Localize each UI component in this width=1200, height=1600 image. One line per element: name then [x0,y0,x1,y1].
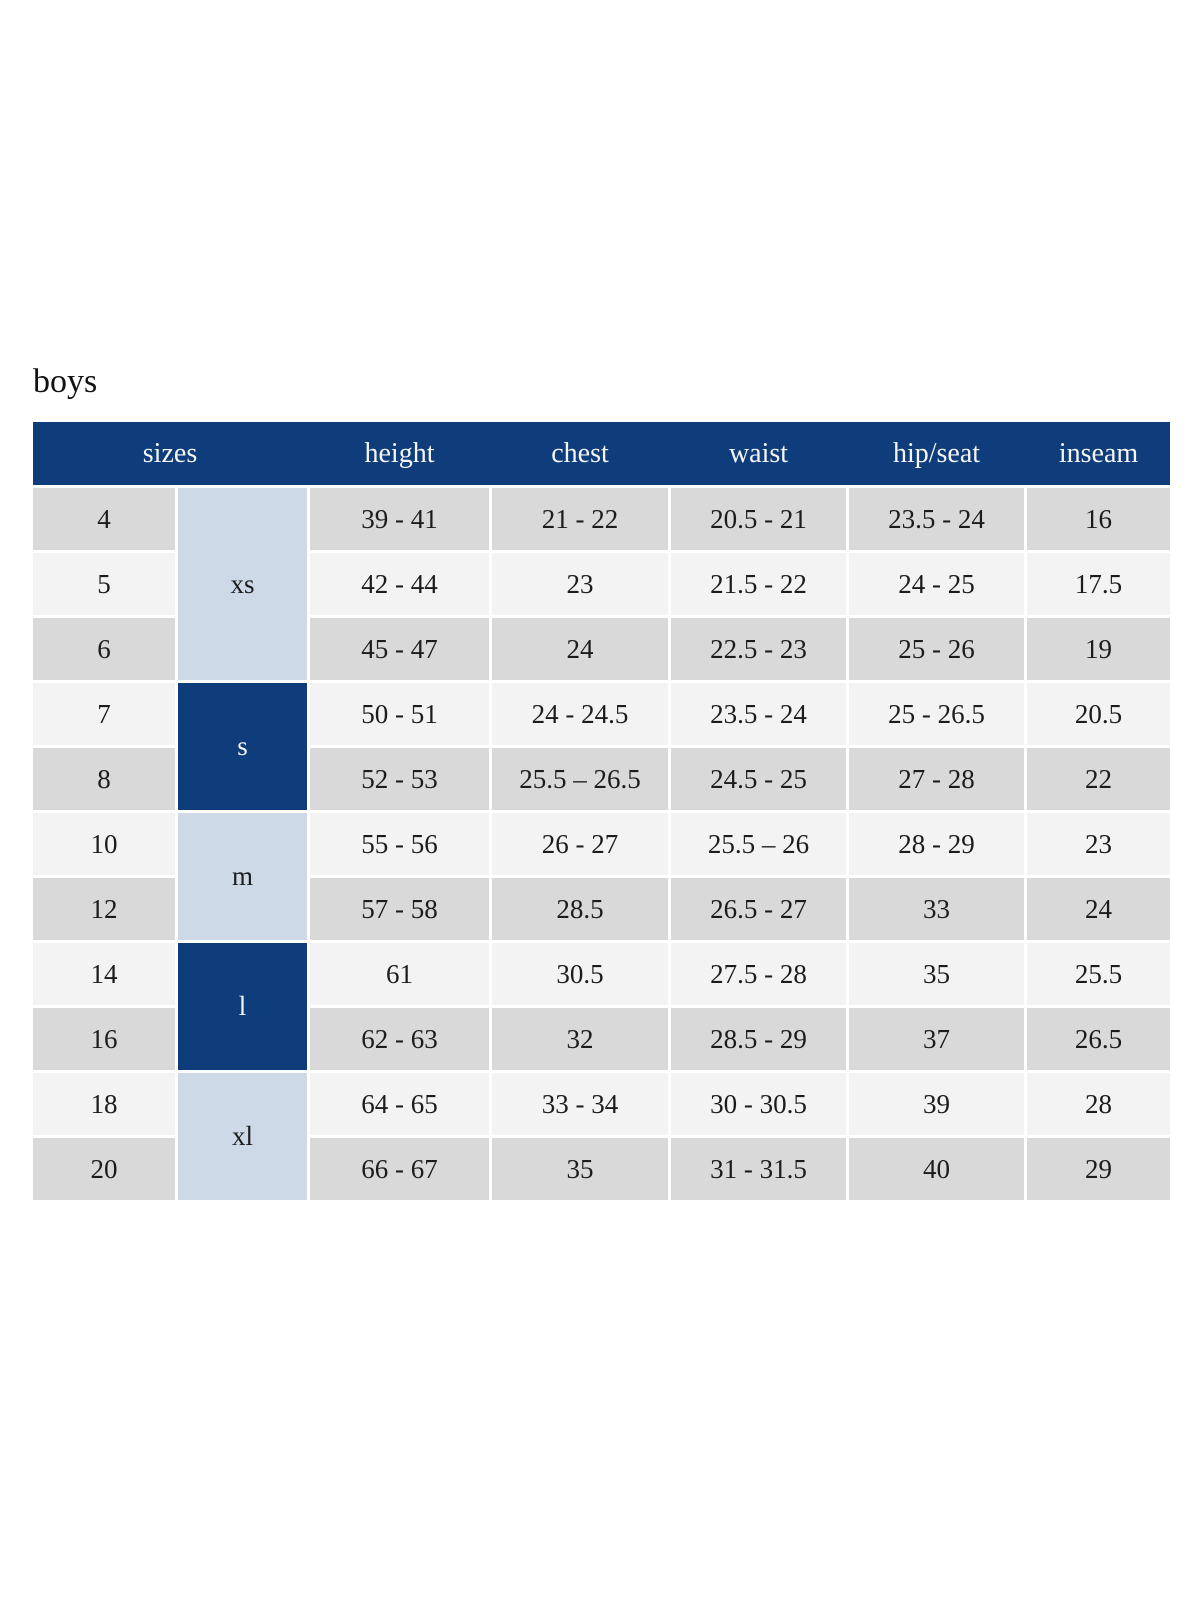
inseam-cell: 23 [1027,813,1170,875]
height-cell: 55 - 56 [310,813,489,875]
height-cell: 42 - 44 [310,553,489,615]
size-cell: 10 [33,813,175,875]
table-row-size-4: 4 39 - 41 21 - 22 20.5 - 21 23.5 - 24 16 [33,488,1170,550]
size-cell: 7 [33,683,175,745]
boys-size-chart-table: sizes height chest waist hip/seat inseam… [33,422,1170,1200]
table-row-size-20: 20 66 - 67 35 31 - 31.5 40 29 [33,1138,1170,1200]
height-cell: 57 - 58 [310,878,489,940]
height-cell: 62 - 63 [310,1008,489,1070]
chest-cell: 24 [492,618,668,680]
table-row-size-5: 5 42 - 44 23 21.5 - 22 24 - 25 17.5 [33,553,1170,615]
inseam-cell: 19 [1027,618,1170,680]
chest-cell: 30.5 [492,943,668,1005]
hip-seat-cell: 25 - 26 [849,618,1024,680]
hip-seat-cell: 37 [849,1008,1024,1070]
height-cell: 66 - 67 [310,1138,489,1200]
size-cell: 6 [33,618,175,680]
size-cell: 16 [33,1008,175,1070]
table-row-size-16: 16 62 - 63 32 28.5 - 29 37 26.5 [33,1008,1170,1070]
size-cell: 4 [33,488,175,550]
hip-seat-cell: 35 [849,943,1024,1005]
hip-seat-cell: 25 - 26.5 [849,683,1024,745]
table-row-size-7: 7 50 - 51 24 - 24.5 23.5 - 24 25 - 26.5 … [33,683,1170,745]
inseam-cell: 29 [1027,1138,1170,1200]
inseam-cell: 25.5 [1027,943,1170,1005]
waist-cell: 31 - 31.5 [671,1138,846,1200]
height-cell: 50 - 51 [310,683,489,745]
waist-cell: 24.5 - 25 [671,748,846,810]
column-header-height: height [364,437,435,469]
column-header-sizes: sizes [142,437,198,469]
table-row-size-6: 6 45 - 47 24 22.5 - 23 25 - 26 19 [33,618,1170,680]
hip-seat-cell: 27 - 28 [849,748,1024,810]
hip-seat-cell: 39 [849,1073,1024,1135]
chest-cell: 32 [492,1008,668,1070]
chest-cell: 23 [492,553,668,615]
inseam-cell: 22 [1027,748,1170,810]
table-row-size-8: 8 52 - 53 25.5 – 26.5 24.5 - 25 27 - 28 … [33,748,1170,810]
height-cell: 52 - 53 [310,748,489,810]
height-cell: 64 - 65 [310,1073,489,1135]
size-group-xs: xs [178,488,307,680]
inseam-cell: 24 [1027,878,1170,940]
column-header-chest: chest [551,437,609,469]
table-row-size-14: 14 61 30.5 27.5 - 28 35 25.5 [33,943,1170,1005]
waist-cell: 20.5 - 21 [671,488,846,550]
size-cell: 14 [33,943,175,1005]
column-header-waist: waist [728,437,789,469]
size-group-l: l [178,943,307,1070]
waist-cell: 23.5 - 24 [671,683,846,745]
size-cell: 18 [33,1073,175,1135]
height-cell: 61 [310,943,489,1005]
chest-cell: 21 - 22 [492,488,668,550]
size-guide-page: boys sizes height chest waist hip/seat i… [33,363,1170,1200]
table-row-size-10: 10 55 - 56 26 - 27 25.5 – 26 28 - 29 23 [33,813,1170,875]
inseam-cell: 16 [1027,488,1170,550]
table-row-size-18: 18 64 - 65 33 - 34 30 - 30.5 39 28 [33,1073,1170,1135]
inseam-cell: 26.5 [1027,1008,1170,1070]
waist-cell: 22.5 - 23 [671,618,846,680]
inseam-cell: 28 [1027,1073,1170,1135]
waist-cell: 28.5 - 29 [671,1008,846,1070]
hip-seat-cell: 40 [849,1138,1024,1200]
waist-cell: 27.5 - 28 [671,943,846,1005]
chest-cell: 24 - 24.5 [492,683,668,745]
chest-cell: 33 - 34 [492,1073,668,1135]
waist-cell: 21.5 - 22 [671,553,846,615]
size-group-xl: xl [178,1073,307,1200]
chest-cell: 35 [492,1138,668,1200]
waist-cell: 25.5 – 26 [671,813,846,875]
hip-seat-cell: 24 - 25 [849,553,1024,615]
size-cell: 8 [33,748,175,810]
size-cell: 20 [33,1138,175,1200]
size-group-s: s [178,683,307,810]
column-header-hip-seat: hip/seat [892,437,981,469]
size-cell: 12 [33,878,175,940]
waist-cell: 30 - 30.5 [671,1073,846,1135]
hip-seat-cell: 23.5 - 24 [849,488,1024,550]
hip-seat-cell: 28 - 29 [849,813,1024,875]
column-header-inseam: inseam [1058,437,1139,469]
inseam-cell: 17.5 [1027,553,1170,615]
chest-cell: 28.5 [492,878,668,940]
table-row-size-12: 12 57 - 58 28.5 26.5 - 27 33 24 [33,878,1170,940]
page-title: boys [33,363,98,400]
hip-seat-cell: 33 [849,878,1024,940]
table-header-row: sizes height chest waist hip/seat inseam [33,422,1170,485]
size-cell: 5 [33,553,175,615]
waist-cell: 26.5 - 27 [671,878,846,940]
size-group-m: m [178,813,307,940]
height-cell: 45 - 47 [310,618,489,680]
height-cell: 39 - 41 [310,488,489,550]
inseam-cell: 20.5 [1027,683,1170,745]
chest-cell: 25.5 – 26.5 [492,748,668,810]
chest-cell: 26 - 27 [492,813,668,875]
